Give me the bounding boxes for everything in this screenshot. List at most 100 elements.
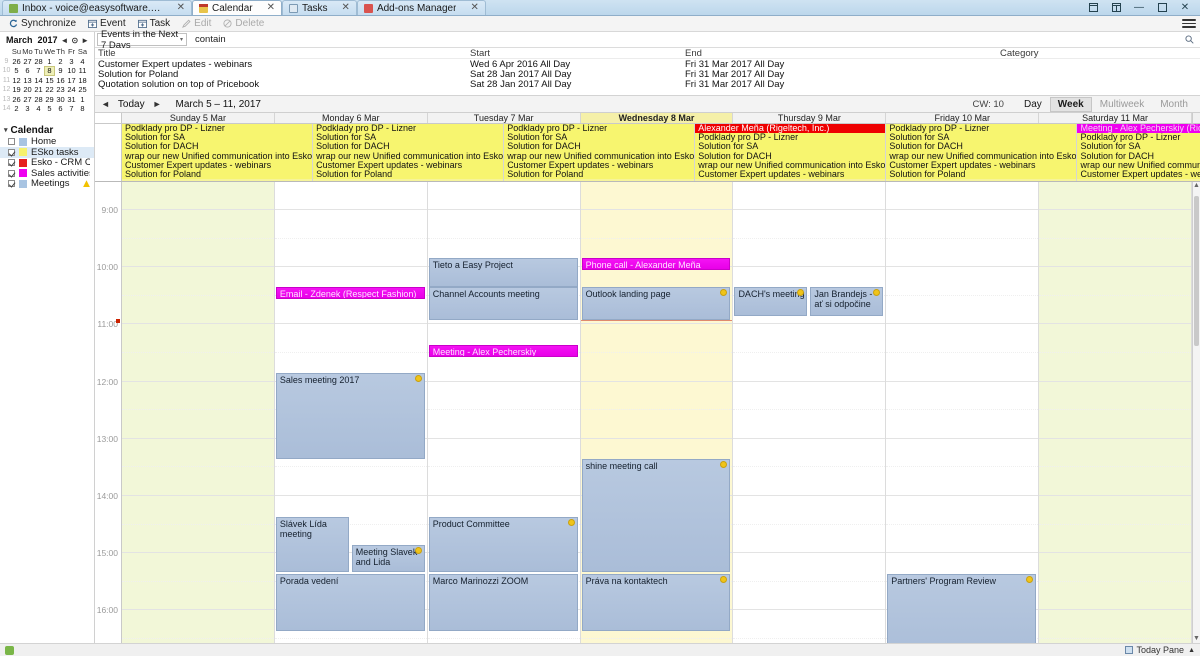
mini-cal-day[interactable]: 3 bbox=[25, 104, 30, 113]
mini-cal-day[interactable]: 10 bbox=[67, 66, 76, 75]
new-event-button[interactable]: Event bbox=[83, 17, 131, 31]
all-day-event[interactable]: Podklady pro DP - Lizner bbox=[504, 124, 695, 134]
all-day-event[interactable]: Meeting - Alex Pecherskiy (Richtrade) bbox=[1077, 124, 1200, 134]
minimize-button[interactable]: — bbox=[1134, 1, 1144, 13]
mini-cal-day[interactable]: 2 bbox=[14, 104, 19, 113]
calendar-checkbox[interactable] bbox=[8, 180, 15, 188]
calendar-event[interactable]: Sales meeting 2017 bbox=[275, 373, 425, 459]
all-day-event[interactable]: Solution for Poland bbox=[313, 169, 504, 180]
mini-cal-day[interactable]: 26 bbox=[12, 94, 21, 104]
calendar-event[interactable]: DACH's meeting bbox=[734, 287, 808, 316]
event-range-select[interactable]: Events in the Next 7 Days ▾ bbox=[97, 29, 187, 51]
column-end[interactable]: End bbox=[685, 48, 702, 59]
view-month-button[interactable]: Month bbox=[1160, 98, 1188, 110]
all-day-column[interactable]: Podklady pro DP - Lizner Solution for SA S… bbox=[504, 124, 696, 181]
mini-cal-day[interactable]: 1 bbox=[80, 94, 85, 104]
all-day-event[interactable]: Solution for SA bbox=[1077, 142, 1200, 152]
calendar-event[interactable]: Channel Accounts meeting bbox=[428, 287, 578, 320]
day-column[interactable]: Partners' Program Review bbox=[886, 182, 1040, 643]
synchronize-button[interactable]: Synchronize bbox=[4, 17, 81, 31]
mini-cal-day[interactable]: 6 bbox=[58, 104, 63, 113]
view-week-button[interactable]: Week bbox=[1049, 96, 1092, 112]
mini-cal-day[interactable]: 21 bbox=[34, 85, 43, 94]
prev-week-button[interactable]: ◄ bbox=[101, 99, 110, 109]
calendar-checkbox[interactable] bbox=[8, 138, 15, 146]
column-title[interactable]: Title bbox=[98, 48, 116, 59]
mini-cal-day[interactable]: 7 bbox=[69, 104, 74, 113]
all-day-event[interactable]: Customer Expert updates - webinars bbox=[504, 160, 695, 170]
mini-cal-day[interactable]: 5 bbox=[47, 104, 52, 113]
all-day-event[interactable]: Solution for SA bbox=[695, 142, 886, 152]
mini-calendar-grid[interactable]: Su Mo Tu We Th Fr Sa 9 26 27 28 1 2 3 4 10 5 6 7 8 9 10 11 11 12… bbox=[2, 47, 92, 114]
day-column[interactable]: Tieto a Easy Project Channel Accounts mee… bbox=[427, 182, 581, 643]
calendar-event[interactable]: shine meeting call bbox=[581, 459, 731, 572]
calendar-list-header[interactable]: ▾ Calendar bbox=[0, 124, 94, 137]
mini-cal-day[interactable]: 23 bbox=[56, 85, 65, 94]
day-header[interactable]: Monday 6 Mar bbox=[274, 113, 428, 123]
close-icon[interactable]: ✕ bbox=[176, 2, 185, 13]
day-header[interactable]: Friday 10 Mar bbox=[886, 113, 1040, 123]
calendar-event[interactable]: Porada vedení bbox=[275, 574, 425, 631]
day-header[interactable]: Tuesday 7 Mar bbox=[427, 113, 581, 123]
mini-cal-day[interactable]: 8 bbox=[80, 104, 85, 113]
all-day-event[interactable]: wrap our new Unified communication into … bbox=[313, 151, 504, 161]
calendar-list-item[interactable]: Meetings bbox=[0, 178, 94, 189]
mini-cal-day[interactable]: 5 bbox=[14, 66, 19, 75]
all-day-event[interactable]: Customer Expert updates - webinars bbox=[886, 160, 1077, 170]
calendar-event[interactable]: Slávek Lída meeting bbox=[275, 517, 349, 572]
all-day-event[interactable]: Podklady pro DP - Lizner bbox=[695, 133, 886, 143]
all-day-event[interactable]: Solution for SA bbox=[313, 133, 504, 143]
all-day-event[interactable]: Podklady pro DP - Lizner bbox=[122, 124, 313, 134]
calendar-event[interactable]: Phone call - Alexander Meña (Rigeltech, … bbox=[581, 258, 731, 270]
calendar-event[interactable]: Marco Marinozzi ZOOM bbox=[428, 574, 578, 631]
calendar-event[interactable]: Práva na kontaktech bbox=[581, 574, 731, 631]
column-category[interactable]: Category bbox=[1000, 48, 1039, 59]
search-input[interactable] bbox=[227, 33, 1198, 46]
mini-cal-day[interactable]: 12 bbox=[12, 75, 21, 85]
mini-cal-day[interactable]: 7 bbox=[36, 66, 41, 75]
all-day-event[interactable]: Podklady pro DP - Lizner bbox=[886, 124, 1077, 134]
event-list-row[interactable] bbox=[95, 89, 1200, 94]
calendar-list-item[interactable]: Esko - CRM Cases bbox=[0, 157, 94, 168]
mini-cal-day[interactable]: 15 bbox=[45, 75, 54, 85]
mini-cal-day[interactable]: 11 bbox=[78, 66, 87, 75]
mini-cal-day[interactable]: 9 bbox=[58, 66, 63, 75]
all-day-column[interactable]: Podklady pro DP - Lizner Solution for SA S… bbox=[886, 124, 1078, 181]
mini-cal-day[interactable]: 22 bbox=[45, 85, 54, 94]
mini-next-icon[interactable]: ► bbox=[81, 35, 90, 45]
column-start[interactable]: Start bbox=[470, 48, 491, 59]
mini-cal-day[interactable]: 28 bbox=[34, 94, 43, 104]
tab-calendar[interactable]: Calendar ✕ bbox=[192, 0, 282, 15]
close-icon[interactable]: ✕ bbox=[266, 2, 275, 13]
scroll-up-icon[interactable]: ▲ bbox=[1193, 182, 1200, 189]
mini-cal-day[interactable]: 27 bbox=[23, 94, 32, 104]
all-day-column[interactable]: Meeting - Alex Pecherskiy (Richtrade)Pod… bbox=[1077, 124, 1200, 181]
mini-cal-day[interactable]: 19 bbox=[12, 85, 21, 94]
view-day-button[interactable]: Day bbox=[1023, 98, 1042, 110]
all-day-event[interactable]: Customer Expert updates - webinars bbox=[313, 160, 504, 170]
new-task-button[interactable]: Task bbox=[133, 17, 176, 31]
calendar-event[interactable]: Email - Zdenek (Respect Fashion) bbox=[275, 287, 425, 299]
mini-cal-day[interactable]: 6 bbox=[25, 66, 30, 75]
scroll-down-icon[interactable]: ▼ bbox=[1193, 635, 1200, 642]
mini-cal-day[interactable]: 30 bbox=[56, 94, 65, 104]
event-list-row[interactable]: Quotation solution on top of Pricebook Sa… bbox=[95, 79, 1200, 90]
event-list-row[interactable]: Solution for Poland Sat 28 Jan 2017 All D… bbox=[95, 69, 1200, 80]
mini-cal-day[interactable]: 17 bbox=[67, 75, 76, 85]
all-day-event[interactable]: wrap our new Unified communication into … bbox=[122, 151, 313, 161]
all-day-event[interactable]: Podklady pro DP - Lizner bbox=[313, 124, 504, 134]
next-week-button[interactable]: ► bbox=[152, 99, 162, 109]
scroll-thumb[interactable] bbox=[1194, 196, 1199, 346]
all-day-event[interactable]: wrap our new Unified communication into … bbox=[886, 151, 1077, 161]
restore-tab-icon[interactable] bbox=[1105, 0, 1127, 14]
all-day-event[interactable]: Podklady pro DP - Lizner bbox=[1077, 133, 1200, 143]
calendar-event[interactable]: Meeting - Alex Pecherskiy (Richtrade) bbox=[428, 345, 578, 357]
new-window-icon[interactable] bbox=[1082, 0, 1104, 14]
mini-cal-day[interactable]: 2 bbox=[58, 56, 63, 66]
day-header[interactable]: Saturday 11 Mar bbox=[1039, 113, 1193, 123]
mini-cal-day[interactable]: 25 bbox=[78, 85, 87, 94]
all-day-column[interactable]: Alexander Meña (Rigeltech, Inc.) Podklady… bbox=[695, 124, 887, 181]
mini-cal-day[interactable]: 27 bbox=[23, 56, 32, 66]
today-button[interactable]: Today bbox=[117, 98, 145, 110]
all-day-event[interactable]: Solution for DACH bbox=[695, 151, 886, 161]
